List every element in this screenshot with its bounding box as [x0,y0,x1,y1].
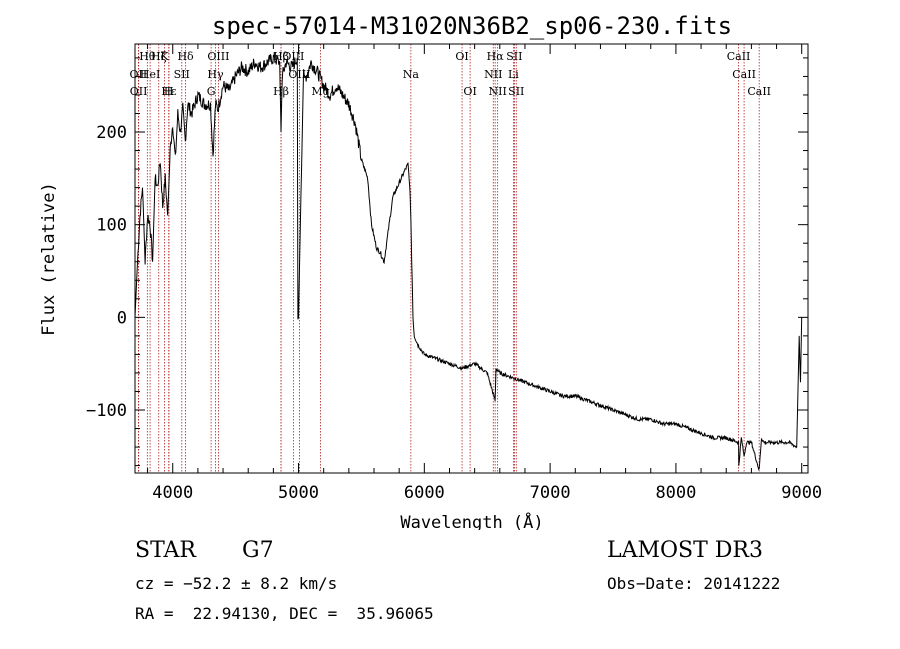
coordinates-info: RA = 22.94130, DEC = 35.96065 [135,604,434,623]
emission-line-label: NII [489,85,507,98]
emission-line-label: Hβ [273,85,289,98]
observation-date: Obs−Date: 20141222 [607,574,781,593]
object-subclass: G7 [242,538,274,563]
redshift-info: cz = −52.2 ± 8.2 km/s [135,574,338,593]
y-tick-label: 100 [96,216,127,236]
y-axis-label: Flux (relative) [39,182,59,336]
emission-line-label: CaII [747,85,771,98]
emission-line-label: K [160,50,169,63]
x-axis-label: Wavelength (Å) [400,511,543,530]
emission-line-label: Hζ [151,50,167,63]
emission-line-label: OI [455,50,468,63]
emission-line-label: Hθ [139,50,156,63]
spectrum-chart: spec-57014-M31020N36B2_sp06-230.fits HθH… [39,12,822,530]
x-tick-label: 6000 [404,483,445,503]
emission-line-label: CaII [732,68,756,81]
emission-line-label: Li [508,68,519,81]
emission-line-markers [137,44,760,473]
x-tick-label: 9000 [781,483,822,503]
x-tick-label: 4000 [152,483,193,503]
object-class: STAR [135,538,196,563]
emission-line-label: Hδ [177,50,194,63]
emission-line-label: HeI [140,68,160,81]
emission-line-label: Na [403,68,420,81]
emission-line-label: H [164,85,174,98]
emission-line-label: G [207,85,216,98]
emission-line-label: NII [484,68,502,81]
chart-title: spec-57014-M31020N36B2_sp06-230.fits [212,12,732,40]
emission-line-label: SII [506,50,522,63]
x-tick-label: 8000 [655,483,696,503]
emission-line-label: Hε [161,85,177,98]
y-tick-label: −100 [86,401,127,421]
emission-line-label: Hγ [207,68,224,81]
plot-frame [134,43,809,474]
emission-line-label: SII [174,68,190,81]
emission-line-label: CaII [727,50,751,63]
y-tick-label: 200 [96,123,127,143]
emission-line-label: OIII [207,50,229,63]
emission-line-label: OII [130,85,148,98]
emission-line-label: OIII [288,68,310,81]
x-tick-label: 5000 [278,483,319,503]
emission-line-label: Hβ [273,50,289,63]
y-tick-label: 0 [117,308,127,328]
x-tick-label: 7000 [530,483,571,503]
flux-series-line [134,52,803,471]
emission-line-label: OI [463,85,476,98]
emission-line-label: SII [508,85,524,98]
survey-label: LAMOST DR3 [607,538,763,563]
axis-ticks: 4000 5000 6000 7000 8000 9000 −100 0 100 200 [86,44,822,503]
emission-line-label: Hα [487,50,505,63]
emission-line-label: OII [130,68,148,81]
